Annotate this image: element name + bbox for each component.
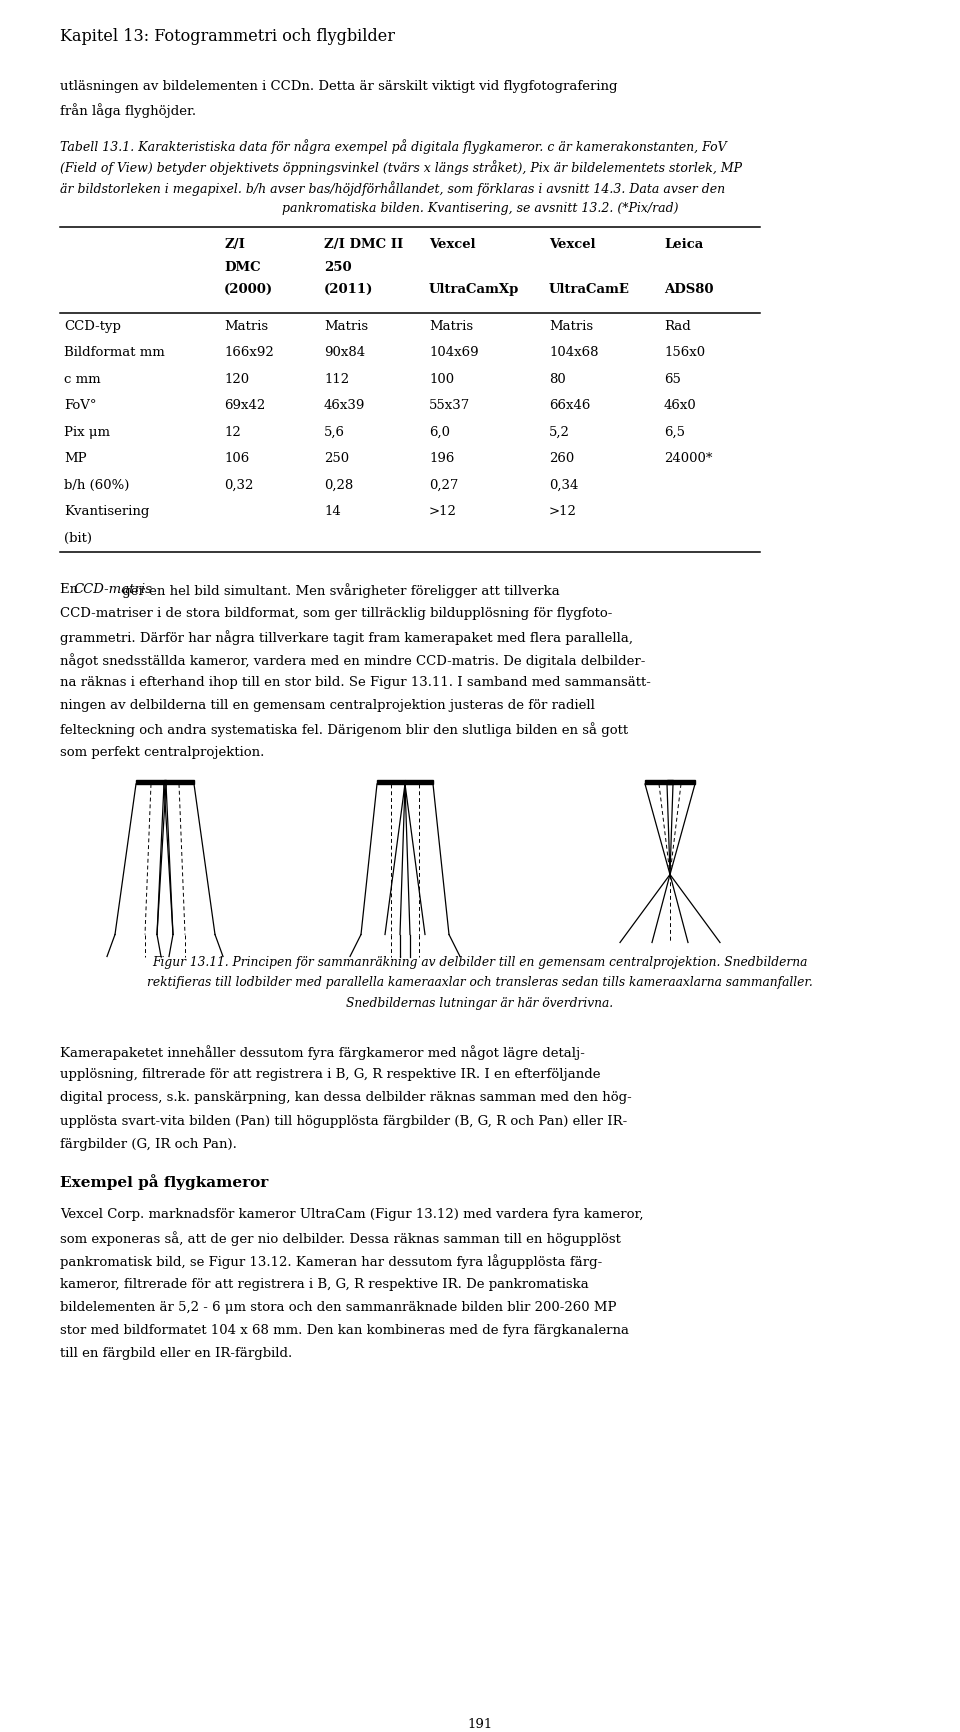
Text: från låga flyghöjder.: från låga flyghöjder. <box>60 104 196 118</box>
Text: Vexcel: Vexcel <box>549 239 595 251</box>
Text: som perfekt centralprojektion.: som perfekt centralprojektion. <box>60 745 264 759</box>
Polygon shape <box>645 779 673 785</box>
Text: 100: 100 <box>429 372 454 386</box>
Text: 65: 65 <box>664 372 681 386</box>
Text: 14: 14 <box>324 506 341 518</box>
Text: CCD-matriser i de stora bildformat, som ger tillräcklig bildupplösning för flygf: CCD-matriser i de stora bildformat, som … <box>60 606 612 620</box>
Text: 104x69: 104x69 <box>429 346 479 359</box>
Text: 191: 191 <box>468 1716 492 1730</box>
Text: bildelementen är 5,2 - 6 μm stora och den sammanräknade bilden blir 200-260 MP: bildelementen är 5,2 - 6 μm stora och de… <box>60 1301 616 1313</box>
Text: c mm: c mm <box>64 372 101 386</box>
Text: 104x68: 104x68 <box>549 346 598 359</box>
Text: (2000): (2000) <box>224 284 274 296</box>
Text: något snedsställda kameror, vardera med en mindre CCD-matris. De digitala delbil: något snedsställda kameror, vardera med … <box>60 653 645 667</box>
Text: UltraCamXp: UltraCamXp <box>429 284 519 296</box>
Text: 0,32: 0,32 <box>224 478 253 492</box>
Text: 112: 112 <box>324 372 349 386</box>
Text: 6,0: 6,0 <box>429 426 450 438</box>
Text: Matris: Matris <box>224 320 268 333</box>
Text: Matris: Matris <box>324 320 368 333</box>
Text: 55x37: 55x37 <box>429 398 470 412</box>
Text: 90x84: 90x84 <box>324 346 365 359</box>
Text: Kvantisering: Kvantisering <box>64 506 150 518</box>
Polygon shape <box>405 779 433 785</box>
Text: rektifieras till lodbilder med parallella kameraaxlar och transleras sedan tills: rektifieras till lodbilder med parallell… <box>147 975 813 989</box>
Text: (Field of View) betyder objektivets öppningsvinkel (tvärs x längs stråket), Pix : (Field of View) betyder objektivets öppn… <box>60 161 742 175</box>
Text: 46x39: 46x39 <box>324 398 366 412</box>
Text: digital process, s.k. panskärpning, kan dessa delbilder räknas samman med den hö: digital process, s.k. panskärpning, kan … <box>60 1091 632 1103</box>
Text: (bit): (bit) <box>64 532 92 544</box>
Text: 166x92: 166x92 <box>224 346 274 359</box>
Text: Vexcel: Vexcel <box>429 239 475 251</box>
Text: 5,6: 5,6 <box>324 426 345 438</box>
Text: 12: 12 <box>224 426 241 438</box>
Text: b/h (60%): b/h (60%) <box>64 478 130 492</box>
Text: Bildformat mm: Bildformat mm <box>64 346 165 359</box>
Text: 250: 250 <box>324 452 349 466</box>
Text: kameror, filtrerade för att registrera i B, G, R respektive IR. De pankromatiska: kameror, filtrerade för att registrera i… <box>60 1276 588 1290</box>
Text: ger en hel bild simultant. Men svårigheter föreligger att tillverka: ger en hel bild simultant. Men svårighet… <box>118 584 560 598</box>
Text: (2011): (2011) <box>324 284 373 296</box>
Polygon shape <box>377 779 405 785</box>
Polygon shape <box>136 779 166 785</box>
Text: Z/I DMC II: Z/I DMC II <box>324 239 403 251</box>
Text: Figur 13.11. Principen för sammanräkning av delbilder till en gemensam centralpr: Figur 13.11. Principen för sammanräkning… <box>153 954 807 968</box>
Text: upplösta svart-vita bilden (Pan) till högupplösta färgbilder (B, G, R och Pan) e: upplösta svart-vita bilden (Pan) till hö… <box>60 1114 627 1128</box>
Text: MP: MP <box>64 452 86 466</box>
Text: CCD-typ: CCD-typ <box>64 320 121 333</box>
Text: ADS80: ADS80 <box>664 284 713 296</box>
Text: Vexcel Corp. marknadsför kameror UltraCam (Figur 13.12) med vardera fyra kameror: Vexcel Corp. marknadsför kameror UltraCa… <box>60 1207 643 1221</box>
Text: 24000*: 24000* <box>664 452 712 466</box>
Text: 66x46: 66x46 <box>549 398 590 412</box>
Text: Rad: Rad <box>664 320 691 333</box>
Text: är bildstorleken i megapixel. b/h avser bas/höjdförhållandet, som förklaras i av: är bildstorleken i megapixel. b/h avser … <box>60 182 725 196</box>
Text: Tabell 13.1. Karakteristiska data för några exempel på digitala flygkameror. c ä: Tabell 13.1. Karakteristiska data för nå… <box>60 139 727 154</box>
Text: 6,5: 6,5 <box>664 426 685 438</box>
Text: na räknas i efterhand ihop till en stor bild. Se Figur 13.11. I samband med samm: na räknas i efterhand ihop till en stor … <box>60 675 651 689</box>
Text: 5,2: 5,2 <box>549 426 570 438</box>
Text: Snedbildernas lutningar är här överdrivna.: Snedbildernas lutningar är här överdrivn… <box>347 996 613 1010</box>
Text: Matris: Matris <box>549 320 593 333</box>
Text: En: En <box>60 584 83 596</box>
Polygon shape <box>164 779 194 785</box>
Text: FoV°: FoV° <box>64 398 97 412</box>
Text: stor med bildformatet 104 x 68 mm. Den kan kombineras med de fyra färgkanalerna: stor med bildformatet 104 x 68 mm. Den k… <box>60 1323 629 1335</box>
Text: 46x0: 46x0 <box>664 398 697 412</box>
Text: felteckning och andra systematiska fel. Därigenom blir den slutliga bilden en så: felteckning och andra systematiska fel. … <box>60 722 628 738</box>
Text: 0,34: 0,34 <box>549 478 578 492</box>
Text: färgbilder (G, IR och Pan).: färgbilder (G, IR och Pan). <box>60 1138 237 1150</box>
Text: 250: 250 <box>324 262 351 274</box>
Text: Pix μm: Pix μm <box>64 426 110 438</box>
Text: Z/I: Z/I <box>224 239 245 251</box>
Text: 80: 80 <box>549 372 565 386</box>
Text: ningen av delbilderna till en gemensam centralprojektion justeras de för radiell: ningen av delbilderna till en gemensam c… <box>60 700 595 712</box>
Text: CCD-matris: CCD-matris <box>73 584 153 596</box>
Text: >12: >12 <box>549 506 577 518</box>
Text: 260: 260 <box>549 452 574 466</box>
Text: UltraCamE: UltraCamE <box>549 284 630 296</box>
Text: Kapitel 13: Fotogrammetri och flygbilder: Kapitel 13: Fotogrammetri och flygbilder <box>60 28 395 45</box>
Text: 0,28: 0,28 <box>324 478 353 492</box>
Text: pankromatiska bilden. Kvantisering, se avsnitt 13.2. (*Pix/rad): pankromatiska bilden. Kvantisering, se a… <box>281 203 679 215</box>
Text: 0,27: 0,27 <box>429 478 458 492</box>
Text: DMC: DMC <box>224 262 260 274</box>
Text: som exponeras så, att de ger nio delbilder. Dessa räknas samman till en högupplö: som exponeras så, att de ger nio delbild… <box>60 1230 621 1245</box>
Text: Kamerapaketet innehåller dessutom fyra färgkameror med något lägre detalj-: Kamerapaketet innehåller dessutom fyra f… <box>60 1044 585 1060</box>
Text: grammetri. Därför har några tillverkare tagit fram kamerapaket med flera paralle: grammetri. Därför har några tillverkare … <box>60 629 633 644</box>
Text: 120: 120 <box>224 372 250 386</box>
Text: >12: >12 <box>429 506 457 518</box>
Text: 69x42: 69x42 <box>224 398 265 412</box>
Text: pankromatisk bild, se Figur 13.12. Kameran har dessutom fyra lågupplösta färg-: pankromatisk bild, se Figur 13.12. Kamer… <box>60 1254 602 1268</box>
Polygon shape <box>667 779 695 785</box>
Text: 196: 196 <box>429 452 454 466</box>
Text: Exempel på flygkameror: Exempel på flygkameror <box>60 1173 268 1190</box>
Text: 156x0: 156x0 <box>664 346 706 359</box>
Text: Leica: Leica <box>664 239 704 251</box>
Text: upplösning, filtrerade för att registrera i B, G, R respektive IR. I en efterföl: upplösning, filtrerade för att registrer… <box>60 1067 601 1081</box>
Text: 106: 106 <box>224 452 250 466</box>
Text: Matris: Matris <box>429 320 473 333</box>
Text: utläsningen av bildelementen i CCDn. Detta är särskilt viktigt vid flygfotografe: utläsningen av bildelementen i CCDn. Det… <box>60 80 617 94</box>
Text: till en färgbild eller en IR-färgbild.: till en färgbild eller en IR-färgbild. <box>60 1346 292 1360</box>
